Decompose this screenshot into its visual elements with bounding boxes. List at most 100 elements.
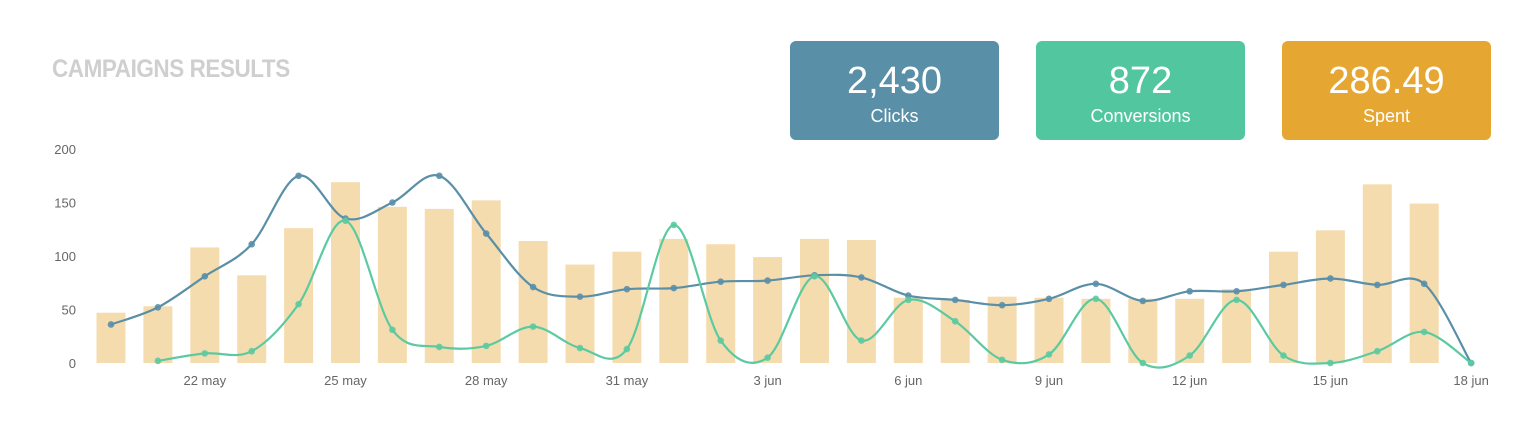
- series-point-0: [248, 240, 255, 248]
- x-tick-label: 6 jun: [894, 373, 922, 388]
- series-point-1: [529, 323, 537, 330]
- bar: [940, 299, 970, 363]
- x-tick-label: 15 jun: [1313, 373, 1348, 388]
- y-tick-label: 150: [54, 196, 76, 211]
- spent-label: Spent: [1362, 106, 1411, 126]
- x-tick-label: 28 may: [465, 373, 508, 388]
- series-point-1: [717, 337, 724, 344]
- bar: [1362, 184, 1392, 363]
- series-point-0: [436, 172, 443, 180]
- x-tick-label: 3 jun: [753, 373, 781, 388]
- series-point-0: [623, 285, 631, 293]
- bar: [471, 200, 501, 363]
- series-point-1: [811, 273, 818, 280]
- series-point-1: [1420, 328, 1428, 336]
- series-point-0: [764, 277, 771, 284]
- bar: [1315, 230, 1345, 363]
- bar: [1269, 251, 1298, 363]
- bar: [284, 228, 314, 363]
- series-point-1: [858, 337, 865, 344]
- series-line-0: [109, 174, 1473, 365]
- series-point-0: [1280, 281, 1287, 289]
- series-point-1: [1186, 352, 1193, 359]
- y-tick-label: 200: [54, 142, 76, 157]
- series-point-1: [670, 221, 678, 229]
- series-point-1: [154, 357, 162, 365]
- series-point-1: [248, 347, 255, 355]
- bar: [190, 247, 220, 363]
- series-point-0: [529, 283, 537, 291]
- bar: [518, 241, 548, 363]
- series-point-0: [576, 293, 584, 300]
- clicks-value: 2,430: [846, 60, 943, 102]
- y-tick-label: 100: [54, 249, 76, 264]
- series-point-0: [670, 284, 678, 292]
- bar: [612, 251, 642, 363]
- bar: [800, 238, 829, 363]
- series-point-1: [389, 326, 396, 334]
- conversions-value: 872: [1108, 60, 1173, 102]
- series-point-1: [1045, 351, 1053, 358]
- clicks-label: Clicks: [870, 106, 919, 126]
- series-point-1: [1374, 347, 1381, 355]
- x-tick-label: 18 jun: [1453, 373, 1488, 388]
- series-point-0: [1092, 280, 1100, 288]
- bar: [706, 244, 736, 363]
- series-point-0: [107, 321, 115, 328]
- series-point-1: [951, 317, 959, 325]
- spent-card: 286.49 Spent: [1282, 41, 1491, 140]
- series-point-0: [1139, 297, 1147, 305]
- series-point-1: [295, 300, 302, 308]
- bar: [424, 208, 454, 363]
- series-point-1: [1467, 359, 1475, 367]
- series-point-0: [717, 278, 724, 285]
- y-tick-label: 50: [62, 303, 76, 318]
- series-point-0: [201, 273, 209, 280]
- x-tick-label: 22 may: [183, 373, 226, 388]
- series-point-0: [858, 274, 865, 281]
- series-point-0: [1374, 281, 1381, 289]
- series-point-1: [482, 342, 490, 350]
- conversions-label: Conversions: [1090, 106, 1191, 126]
- y-tick-label: 0: [69, 356, 76, 371]
- series-point-1: [576, 344, 584, 352]
- conversions-card: 872 Conversions: [1036, 41, 1245, 140]
- series-point-0: [1420, 280, 1428, 288]
- series-point-1: [1092, 295, 1100, 303]
- series-point-0: [482, 230, 490, 237]
- chart-title: CAMPAIGNS RESULTS: [52, 55, 290, 83]
- bar: [846, 239, 876, 363]
- series-point-1: [201, 350, 209, 357]
- series-point-1: [623, 345, 631, 353]
- bar: [1081, 298, 1111, 363]
- series-point-0: [389, 199, 396, 206]
- series-point-0: [998, 301, 1006, 309]
- series-point-1: [1327, 359, 1334, 367]
- series-point-1: [436, 343, 443, 351]
- series-point-1: [764, 354, 771, 361]
- series-point-1: [1139, 359, 1147, 367]
- series-point-0: [1186, 288, 1193, 295]
- bar: [659, 238, 689, 363]
- series-point-1: [1280, 352, 1287, 359]
- series-point-1: [998, 356, 1006, 364]
- x-tick-label: 9 jun: [1035, 373, 1063, 388]
- x-tick-label: 25 may: [324, 373, 367, 388]
- bar: [143, 306, 173, 363]
- bar: [331, 182, 360, 363]
- bar: [377, 206, 407, 363]
- series-point-0: [1327, 275, 1334, 282]
- series-point-1: [1233, 296, 1240, 304]
- x-tick-label: 31 may: [606, 373, 649, 388]
- bar: [753, 257, 783, 363]
- series-point-0: [1233, 288, 1240, 295]
- series-point-1: [905, 296, 912, 304]
- series-point-0: [951, 296, 959, 304]
- bar: [893, 297, 923, 363]
- series-point-0: [295, 172, 302, 180]
- spent-value: 286.49: [1328, 60, 1445, 102]
- series-point-0: [1045, 295, 1053, 303]
- x-tick-label: 12 jun: [1172, 373, 1207, 388]
- series-point-1: [342, 217, 349, 224]
